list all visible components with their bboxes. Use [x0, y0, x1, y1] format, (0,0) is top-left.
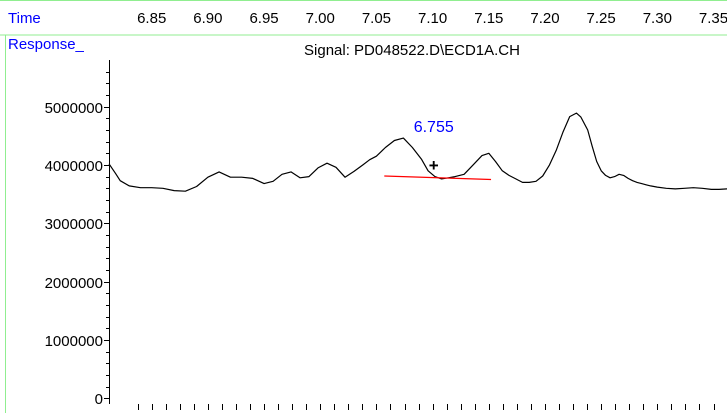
- chart-title: Signal: PD048522.D\ECD1A.CH: [304, 42, 520, 59]
- time-label: Time: [8, 10, 41, 27]
- y-tick-label: 5000000: [45, 100, 103, 117]
- x-tick-label: 7.05: [362, 10, 391, 27]
- x-tick-label: 7.35: [699, 10, 727, 27]
- signal-trace: [108, 112, 727, 192]
- y-tick-label: 1000000: [45, 333, 103, 350]
- x-tick-label: 7.15: [474, 10, 503, 27]
- x-tick-label: 7.20: [530, 10, 559, 27]
- peak-marker: +: [429, 156, 439, 175]
- y-tick-label: 3000000: [45, 216, 103, 233]
- x-tick-label: 7.00: [306, 10, 335, 27]
- x-tick-label: 7.25: [587, 10, 616, 27]
- x-tick-label: 7.30: [643, 10, 672, 27]
- x-tick-label: 6.95: [249, 10, 278, 27]
- integration-baseline: [384, 175, 492, 181]
- y-tick-label: 0: [95, 391, 103, 408]
- x-tick-label: 6.90: [193, 10, 222, 27]
- peak-label: 6.755: [414, 119, 454, 136]
- response-label: Response_: [8, 36, 85, 53]
- y-tick-label: 4000000: [45, 158, 103, 175]
- x-tick-label: 7.10: [418, 10, 447, 27]
- x-tick-label: 6.85: [137, 10, 166, 27]
- y-tick-label: 2000000: [45, 275, 103, 292]
